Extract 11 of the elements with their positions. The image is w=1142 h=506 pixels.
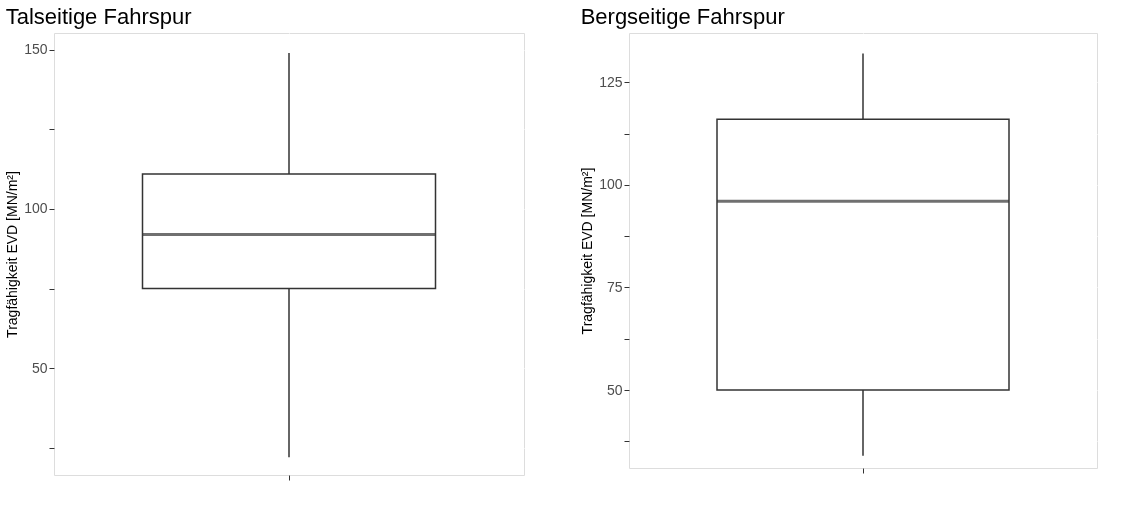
y-tick-label: 100 [24, 200, 48, 217]
y-tick-label: 50 [606, 381, 623, 398]
y-tick-label: 150 [24, 41, 48, 58]
y-axis-title: Tragfähigkeit EVD [MN/m²] [579, 167, 596, 335]
y-axis-title: Tragfähigkeit EVD [MN/m²] [4, 171, 21, 338]
y-tick-label: 50 [31, 359, 48, 376]
chart-title: Bergseitige Fahrspur [580, 4, 785, 29]
chart-title: Talseitige Fahrspur [5, 4, 192, 29]
y-tick-label: 100 [599, 176, 623, 193]
y-tick-label: 125 [599, 73, 623, 90]
y-tick-label: 75 [606, 278, 623, 295]
